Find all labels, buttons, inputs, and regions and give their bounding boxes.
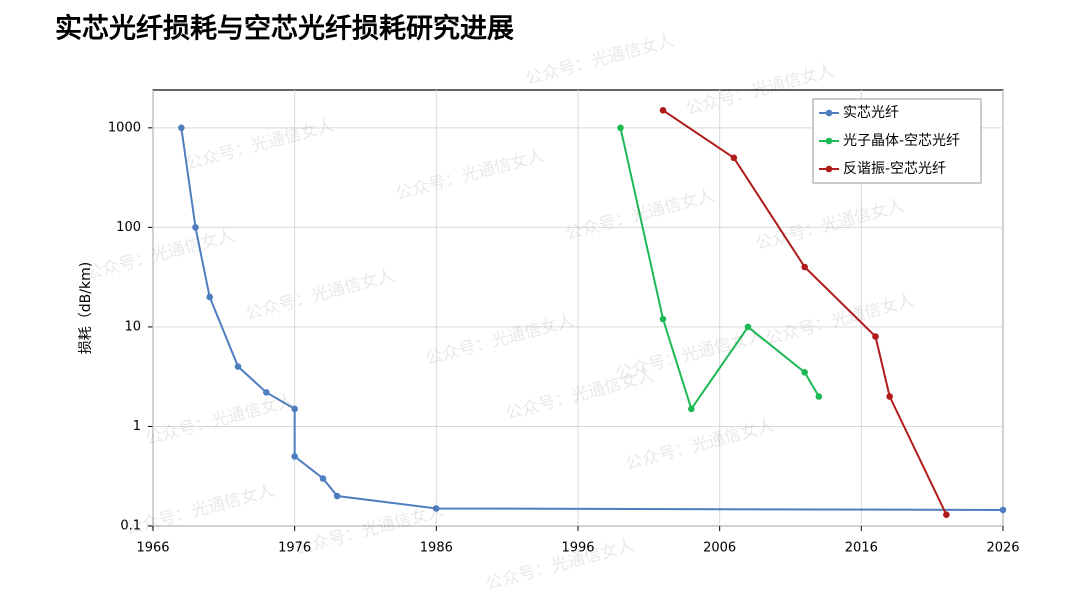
y-tick-label: 10 <box>124 319 141 334</box>
y-tick-label: 100 <box>116 220 141 235</box>
watermark: 公众号：光通信女人 <box>484 536 637 595</box>
watermark: 公众号：光通信女人 <box>144 391 297 450</box>
watermark: 公众号：光通信女人 <box>524 31 677 90</box>
data-point <box>872 333 879 340</box>
watermark: 公众号：光通信女人 <box>424 311 577 370</box>
watermark: 公众号：光通信女人 <box>184 116 337 175</box>
legend-marker <box>825 109 833 117</box>
data-point <box>291 453 298 460</box>
y-tick-label: 1000 <box>108 120 141 135</box>
series-line <box>619 127 820 412</box>
y-tick-label: 0.1 <box>120 519 141 534</box>
series-line <box>662 109 948 516</box>
data-point <box>178 124 185 132</box>
x-tick-label: 2026 <box>986 541 1019 556</box>
data-point <box>744 323 752 331</box>
y-tick-label: 1 <box>133 419 141 434</box>
x-tick-label: 1996 <box>561 541 594 556</box>
legend-label: 光子晶体-空芯光纤 <box>843 133 960 149</box>
watermark: 公众号：光通信女人 <box>564 186 717 245</box>
y-axis-label: 损耗（dB/km) <box>78 262 94 354</box>
data-point <box>659 107 667 114</box>
legend-label: 反谐振-空芯光纤 <box>843 161 946 177</box>
x-tick-label: 2016 <box>845 541 878 556</box>
data-point <box>291 405 298 413</box>
data-point <box>730 154 738 162</box>
data-point <box>801 369 808 376</box>
watermark: 公众号：光通信女人 <box>124 481 277 540</box>
x-tick-label: 1986 <box>420 541 453 556</box>
data-point <box>192 224 199 231</box>
chart-title: 实芯光纤损耗与空芯光纤损耗研究进展 <box>55 13 514 45</box>
watermark: 公众号：光通信女人 <box>394 146 547 205</box>
watermark: 公众号：光通信女人 <box>624 416 777 475</box>
legend-marker <box>825 165 833 173</box>
legend-label: 实芯光纤 <box>843 105 899 121</box>
data-point <box>659 315 667 323</box>
data-point <box>319 475 327 482</box>
watermark: 公众号：光通信女人 <box>84 226 237 285</box>
data-point <box>688 405 695 413</box>
data-point <box>801 263 808 271</box>
legend-box <box>812 98 982 184</box>
watermark: 公众号：光通信女人 <box>244 266 397 325</box>
data-point <box>617 124 624 132</box>
x-tick-label: 2006 <box>703 541 736 556</box>
data-point <box>263 389 270 396</box>
watermark: 公众号：光通信女人 <box>764 291 917 350</box>
x-tick-label: 1976 <box>278 541 311 556</box>
data-point <box>815 393 823 400</box>
legend-marker <box>825 137 833 145</box>
data-point <box>234 363 242 370</box>
data-point <box>433 505 440 512</box>
watermark: 公众号：光通信女人 <box>504 366 657 425</box>
data-point <box>943 511 950 518</box>
data-point <box>999 506 1007 514</box>
data-point <box>206 293 213 301</box>
data-point <box>886 393 893 400</box>
x-tick-label: 1966 <box>136 541 169 556</box>
data-point <box>333 492 341 500</box>
